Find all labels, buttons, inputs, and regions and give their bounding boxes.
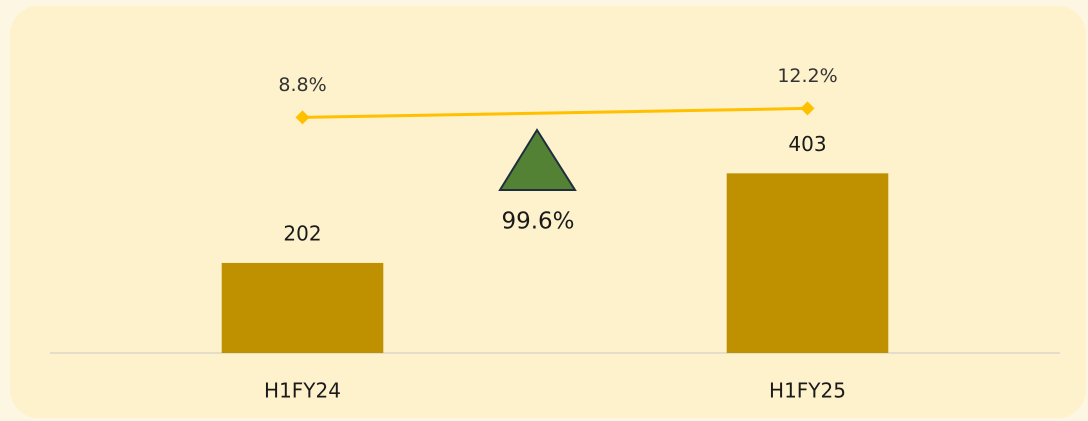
bar (221, 262, 384, 353)
line-marker (800, 101, 815, 116)
line-value-label: 12.2% (777, 65, 837, 87)
line-marker (295, 110, 310, 125)
growth-annotation: 99.6% (501, 209, 574, 235)
bar-value-label: 202 (283, 221, 321, 245)
x-tick-label: H1FY24 (264, 379, 341, 403)
x-tick-label: H1FY25 (769, 379, 846, 403)
line (302, 106, 808, 119)
increase-triangle (498, 128, 577, 191)
bar-value-label: 403 (788, 132, 826, 156)
bar (726, 173, 889, 353)
line-value-label: 8.8% (278, 74, 326, 96)
